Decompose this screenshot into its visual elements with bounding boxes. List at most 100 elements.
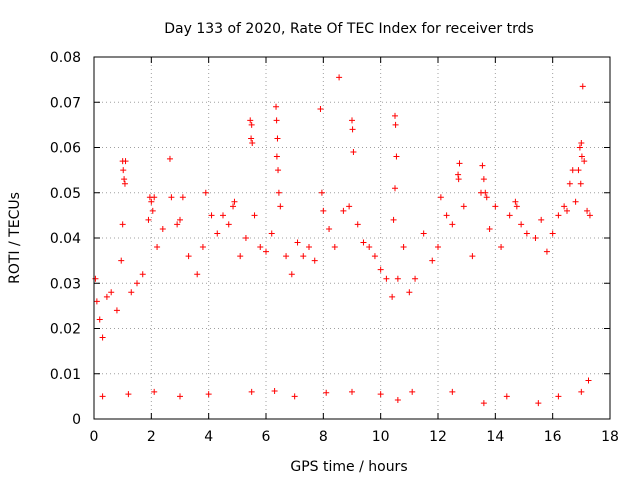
grid-lines [94,57,610,419]
y-axis-label: ROTI / TECUs [7,192,23,284]
data-point [340,207,347,214]
data-point [492,203,499,210]
data-point [377,266,384,273]
data-point [336,74,343,81]
data-point [437,194,444,201]
data-point [122,158,129,165]
data-point [577,180,584,187]
data-point [455,176,462,183]
data-point [392,121,399,128]
data-point [393,153,400,160]
y-tick-label: 0.02 [50,322,81,338]
data-point [323,389,330,396]
data-point [318,189,325,196]
data-point [125,391,132,398]
data-point [96,316,103,323]
data-point [449,388,456,395]
data-point [248,388,255,395]
data-point [479,162,486,169]
x-tick-label: 4 [204,429,213,445]
data-point [518,221,525,228]
data-point [277,203,284,210]
data-point [237,253,244,260]
data-point [503,393,510,400]
data-point [271,387,278,394]
data-point [288,271,295,278]
data-point [225,221,232,228]
data-point [151,194,158,201]
data-point [103,293,110,300]
data-point [349,126,356,133]
data-point [350,149,357,156]
y-tick-label: 0.08 [50,50,81,66]
data-point [389,293,396,300]
x-tick-label: 10 [372,429,390,445]
data-point [231,198,238,205]
data-point [121,180,128,187]
data-point [291,393,298,400]
data-point [566,180,573,187]
data-point [535,400,542,407]
data-point [320,207,327,214]
data-point [578,139,585,146]
data-point [326,225,333,232]
data-point [561,203,568,210]
data-point [119,221,126,228]
data-point [512,198,519,205]
data-point [220,212,226,219]
data-point [584,207,591,214]
data-point [208,212,215,219]
data-point [273,117,280,124]
y-tick-label: 0.06 [50,141,81,157]
y-tick-label: 0.07 [50,95,81,111]
data-point [346,203,353,210]
data-point [486,225,493,232]
data-point [392,185,398,192]
y-tick-label: 0.01 [50,367,81,383]
data-point [555,393,562,400]
data-point [149,207,156,214]
data-point [482,189,489,196]
data-point [99,334,106,341]
data-point [168,194,175,201]
data-point [251,212,258,219]
data-point [412,275,419,282]
x-tick-label: 2 [147,429,156,445]
data-point [214,230,221,237]
data-point [300,253,307,260]
data-point [543,248,550,255]
data-point [581,158,588,165]
data-point [99,393,106,400]
data-point [564,207,570,214]
data-point [317,106,324,113]
data-point [585,377,592,384]
data-point [242,235,249,241]
data-points [92,74,593,407]
data-point [249,139,256,146]
data-point [406,289,413,296]
y-tick-label: 0.04 [50,231,81,247]
chart-title: Day 133 of 2020, Rate Of TEC Index for r… [164,21,534,37]
data-point [159,225,166,232]
data-point [576,144,583,151]
data-point [523,230,530,237]
data-point [349,117,355,124]
data-point [569,167,576,174]
data-point [247,117,254,124]
data-point [455,171,462,178]
data-point [268,230,275,237]
data-point [575,167,582,174]
x-tick-label: 12 [429,429,447,445]
x-axis-label: GPS time / hours [290,459,407,475]
data-point [194,271,201,278]
data-point [460,203,467,210]
data-point [177,393,183,400]
data-point [371,253,378,260]
data-point [311,257,318,264]
data-point [469,253,476,260]
data-point [179,194,186,201]
data-point [134,280,140,287]
axis-ticks: 0 2 4 6 8 10 12 14 16 18 0 0.01 0.02 0.03 0.04 0.05 0.06… [50,50,619,445]
data-point [185,253,192,260]
